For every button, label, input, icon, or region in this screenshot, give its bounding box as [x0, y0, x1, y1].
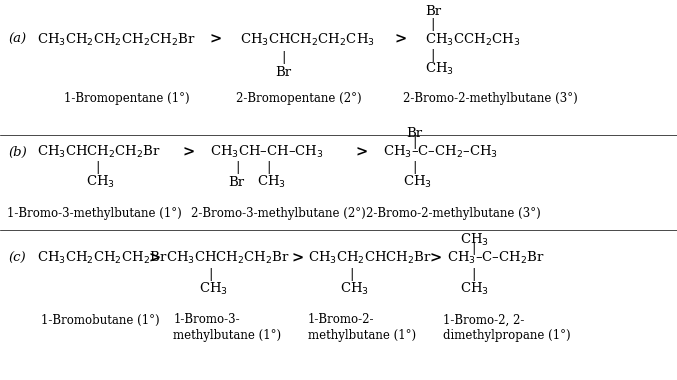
Text: 1-Bromopentane (1°): 1-Bromopentane (1°): [64, 92, 190, 105]
Text: 1-Bromobutane (1°): 1-Bromobutane (1°): [41, 314, 159, 326]
Text: 2-Bromo-2-methylbutane (3°): 2-Bromo-2-methylbutane (3°): [403, 92, 577, 105]
Text: CH$_3$: CH$_3$: [425, 61, 454, 77]
Text: |: |: [431, 18, 435, 31]
Text: methylbutane (1°): methylbutane (1°): [308, 329, 416, 342]
Text: |: |: [431, 49, 435, 62]
Text: 2-Bromo-3-methylbutane (2°): 2-Bromo-3-methylbutane (2°): [191, 207, 366, 220]
Text: CH$_3$CH$_2$CH$_2$CH$_2$CH$_2$Br: CH$_3$CH$_2$CH$_2$CH$_2$CH$_2$Br: [37, 32, 196, 48]
Text: CH$_3$CH$_2$CH$_2$CH$_2$Br: CH$_3$CH$_2$CH$_2$CH$_2$Br: [37, 250, 167, 266]
Text: |: |: [471, 268, 476, 281]
Text: methylbutane (1°): methylbutane (1°): [173, 329, 282, 342]
Text: >: >: [355, 145, 368, 159]
Text: CH$_3$: CH$_3$: [257, 174, 286, 190]
Text: |: |: [281, 51, 286, 64]
Text: 2-Bromopentane (2°): 2-Bromopentane (2°): [236, 92, 362, 105]
Text: Br: Br: [425, 5, 441, 18]
Text: CH$_3$CHCH$_2$CH$_2$Br: CH$_3$CHCH$_2$CH$_2$Br: [166, 250, 290, 266]
Text: CH$_3$CCH$_2$CH$_3$: CH$_3$CCH$_2$CH$_3$: [425, 32, 521, 48]
Text: >: >: [149, 252, 161, 265]
Text: CH$_3$CH–CH–CH$_3$: CH$_3$CH–CH–CH$_3$: [210, 144, 324, 160]
Text: 1-Bromo-3-methylbutane (1°): 1-Bromo-3-methylbutane (1°): [7, 207, 181, 220]
Text: CH$_3$: CH$_3$: [460, 232, 489, 248]
Text: CH$_3$: CH$_3$: [340, 281, 369, 297]
Text: dimethylpropane (1°): dimethylpropane (1°): [443, 329, 571, 342]
Text: CH$_3$: CH$_3$: [199, 281, 228, 297]
Text: Br: Br: [228, 176, 244, 189]
Text: CH$_3$CHCH$_2$CH$_2$Br: CH$_3$CHCH$_2$CH$_2$Br: [37, 144, 161, 160]
Text: |: |: [236, 162, 240, 174]
Text: (c): (c): [8, 252, 26, 265]
Text: 2-Bromo-2-methylbutane (3°): 2-Bromo-2-methylbutane (3°): [366, 207, 540, 220]
Text: |: |: [471, 242, 476, 255]
Text: CH$_3$CHCH$_2$CH$_2$CH$_3$: CH$_3$CHCH$_2$CH$_2$CH$_3$: [240, 32, 375, 48]
Text: |: |: [209, 268, 213, 281]
Text: |: |: [266, 162, 271, 174]
Text: 1-Bromo-2-: 1-Bromo-2-: [308, 314, 374, 326]
Text: >: >: [210, 33, 222, 47]
Text: Br: Br: [406, 127, 422, 140]
Text: (a): (a): [8, 33, 26, 46]
Text: >: >: [430, 252, 442, 265]
Text: CH$_3$CH$_2$CHCH$_2$Br: CH$_3$CH$_2$CHCH$_2$Br: [308, 250, 432, 266]
Text: >: >: [183, 145, 195, 159]
Text: Br: Br: [275, 66, 291, 79]
Text: |: |: [95, 162, 100, 174]
Text: 1-Bromo-3-: 1-Bromo-3-: [173, 314, 240, 326]
Text: CH$_3$–C–CH$_2$Br: CH$_3$–C–CH$_2$Br: [447, 250, 544, 266]
Text: CH$_3$: CH$_3$: [403, 174, 433, 190]
Text: 1-Bromo-2, 2-: 1-Bromo-2, 2-: [443, 314, 524, 326]
Text: >: >: [394, 33, 406, 47]
Text: |: |: [412, 161, 417, 174]
Text: CH$_3$–C–CH$_2$–CH$_3$: CH$_3$–C–CH$_2$–CH$_3$: [383, 144, 498, 160]
Text: >: >: [291, 252, 303, 265]
Text: CH$_3$: CH$_3$: [460, 281, 489, 297]
Text: (b): (b): [8, 146, 27, 158]
Text: CH$_3$: CH$_3$: [86, 174, 115, 190]
Text: |: |: [412, 136, 417, 149]
Text: |: |: [349, 268, 354, 281]
